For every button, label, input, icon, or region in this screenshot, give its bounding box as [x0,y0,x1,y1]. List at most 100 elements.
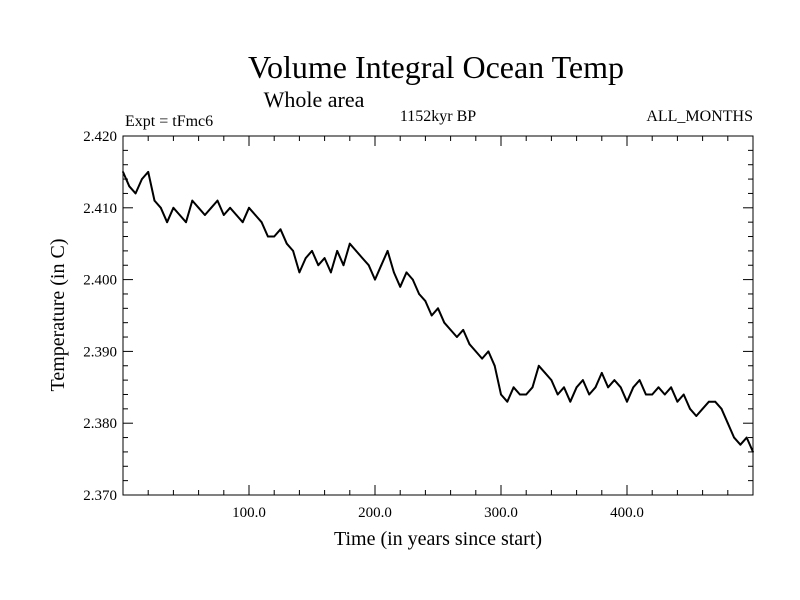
data-point [374,278,376,281]
data-point [260,221,263,224]
data-point [166,221,169,224]
chart-title: Volume Integral Ocean Temp [248,49,624,85]
chart-subtitle: Whole area [264,87,365,112]
data-point [197,206,200,209]
data-point [600,372,603,374]
data-point [525,393,528,396]
data-point [147,171,150,173]
data-point [134,192,137,195]
data-point [348,242,351,245]
data-point [588,393,591,396]
data-point [172,206,175,209]
data-point [361,257,364,259]
data-point [739,443,742,446]
data-point [462,329,465,331]
data-point [393,271,395,274]
x-tick-label: 400.0 [610,505,644,521]
data-point [714,400,717,403]
data-point [474,350,477,353]
data-point [254,214,257,216]
data-point [689,407,691,410]
data-point [323,257,326,259]
data-point [456,336,458,338]
data-point [355,250,357,252]
data-point [367,264,370,267]
data-point [336,250,339,252]
y-tick-label: 2.380 [83,416,117,432]
y-axis: 2.370 2.380 2.390 2.400 2.410 2.420 [83,129,753,504]
y-tick-label: 2.370 [83,488,117,504]
data-point [210,206,213,209]
data-point [468,343,471,346]
data-point [563,386,565,389]
data-point [682,393,685,396]
data-point [745,436,748,439]
data-point [695,415,698,417]
y-tick-label: 2.420 [83,129,117,145]
data-point [411,278,414,281]
data-point [544,372,546,374]
experiment-label: Expt = tFmc6 [125,113,213,130]
data-point [512,386,515,389]
data-point [317,264,320,267]
data-point [216,199,219,202]
data-point [726,422,729,425]
data-point [449,329,452,331]
data-point [575,386,578,389]
data-point [248,206,250,209]
data-point [519,393,521,396]
data-point [607,386,609,389]
data-point [380,264,383,267]
data-point [298,271,301,274]
data-point [500,393,502,396]
y-tick-label: 2.410 [83,201,117,217]
data-point [481,357,483,360]
months-label: ALL_MONTHS [646,108,753,125]
data-point [651,393,654,396]
data-point [418,293,420,295]
data-point [330,271,332,274]
period-label: 1152kyr BP [400,108,476,125]
data-point [493,364,496,367]
data-point [752,451,754,453]
plot-frame [122,135,754,496]
x-axis: 100.0 200.0 300.0 400.0 [122,136,754,521]
y-tick-label: 2.400 [83,273,117,289]
data-point [185,221,187,224]
data-point [241,221,244,224]
data-point [569,400,572,403]
data-point [342,264,345,267]
data-point [720,407,723,410]
data-point [733,436,735,439]
data-point [556,393,559,396]
data-point [399,285,402,288]
data-point [531,386,534,389]
data-point [645,393,647,396]
data-point [443,321,446,324]
data-point [701,407,704,410]
data-point [273,235,276,238]
data-point [128,185,131,188]
data-point [235,214,238,216]
data-point [632,386,635,389]
x-tick-label: 200.0 [358,505,392,521]
temperature-series-line [122,170,754,453]
data-point [141,178,143,181]
data-point [229,206,232,209]
data-point [676,400,679,403]
data-point [122,171,124,173]
data-point [222,214,225,216]
x-tick-label: 300.0 [484,505,518,521]
data-point [430,314,433,317]
data-point [267,235,269,238]
data-point [550,379,553,381]
x-axis-label: Time (in years since start) [334,528,542,550]
data-point [670,386,672,389]
data-point [285,242,288,245]
data-point [594,386,597,389]
data-point [159,206,162,209]
data-point [153,199,156,202]
data-point [663,393,666,396]
data-point [487,350,490,353]
